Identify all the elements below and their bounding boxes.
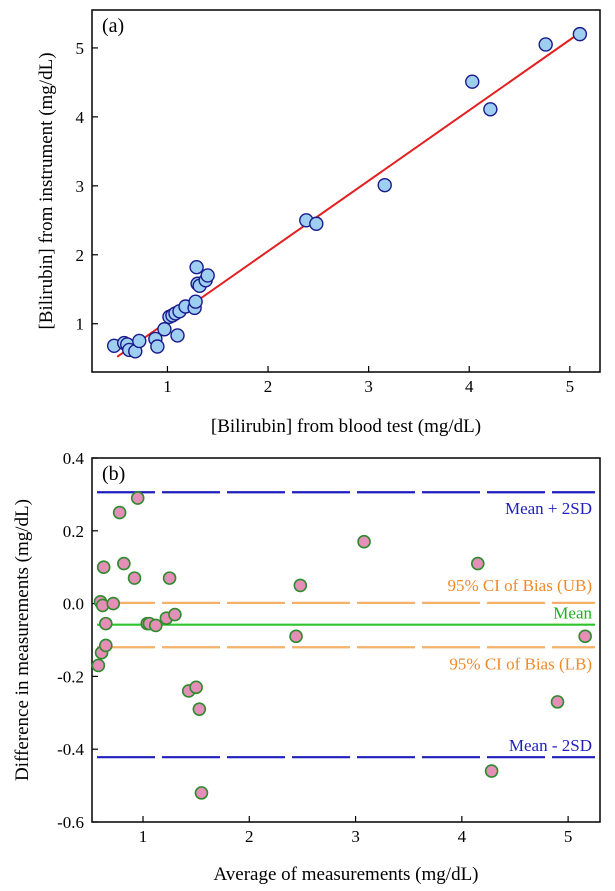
panel-b-data-point xyxy=(127,571,142,585)
panel-b-ticks: 1 2 3 4 5 0.4 0.2 0.0 -0.2 -0.4 -0.6 xyxy=(57,449,572,846)
panel-a-frame xyxy=(91,9,601,373)
panel-a-data-point xyxy=(189,259,204,275)
panel-b-data-point xyxy=(192,702,207,716)
panel-b-data-point xyxy=(106,596,121,611)
panel-b-data-point xyxy=(99,616,113,631)
panel-a-x-tick-label: 3 xyxy=(364,377,373,396)
panel-b-data-point xyxy=(289,629,303,644)
panel-b-data-point xyxy=(162,571,177,585)
panel-b-y-tick-label: 0.0 xyxy=(63,595,84,614)
panel-b-points xyxy=(91,491,592,800)
panel-b-x-tick-label: 5 xyxy=(564,827,573,846)
panel-b-reference-lines xyxy=(97,491,595,759)
panel-b-annotation: Mean - 2SD xyxy=(509,736,592,755)
panel-a-x-tick-label: 1 xyxy=(163,377,172,396)
panel-b-annotation: Mean xyxy=(553,604,592,623)
panel-b-data-point xyxy=(130,491,145,505)
panel-b-data-point xyxy=(148,618,163,633)
panel-b-data-point xyxy=(550,695,565,709)
panel-b-y-tick-label: -0.6 xyxy=(57,813,84,832)
panel-a-data-point xyxy=(157,322,172,337)
panel-a-y-tick-label: 3 xyxy=(76,177,85,196)
panel-a-data-point xyxy=(465,74,480,89)
panel-a-y-tick-label: 5 xyxy=(76,39,85,58)
panel-b-x-tick-label: 4 xyxy=(458,827,467,846)
panel-b-data-point xyxy=(578,629,592,644)
panel-a-data-point xyxy=(309,216,324,231)
panel-b-data-point xyxy=(168,607,182,622)
panel-a-data-point xyxy=(483,102,498,117)
panel-b-frame xyxy=(91,457,601,823)
panel-a-x-tick-label: 4 xyxy=(465,377,474,396)
panel-a-data-point xyxy=(572,26,588,42)
panel-a-y-axis-label: [Bilirubin] from instrument (mg/dL) xyxy=(36,52,57,329)
panel-b-annotations: Mean + 2SD 95% CI of Bias (UB) Mean 95% CI … xyxy=(448,499,593,755)
panel-b-annotation: 95% CI of Bias (UB) xyxy=(448,576,592,595)
panel-a-data-point xyxy=(200,268,215,283)
panel-a-data-point xyxy=(132,333,147,349)
panel-b-x-tick-label: 1 xyxy=(139,827,148,846)
panel-b-data-point xyxy=(194,786,209,800)
panel-b-x-tick-label: 3 xyxy=(351,827,360,846)
panel-a-scatter-plot: (a) [Bilirubin] from blood test (mg/dL) … xyxy=(36,9,601,437)
panel-a-y-tick-label: 4 xyxy=(76,108,85,127)
panel-b-data-point xyxy=(357,534,371,549)
panel-b-data-point xyxy=(96,560,111,575)
panel-b-y-tick-label: -0.2 xyxy=(57,667,84,686)
panel-b-y-axis-label: Difference in measurements (mg/dL) xyxy=(12,499,33,781)
panel-b-annotation: Mean + 2SD xyxy=(505,499,592,518)
panel-a-data-point xyxy=(170,328,185,343)
panel-a-data-point xyxy=(150,339,165,354)
panel-a-y-tick-label: 2 xyxy=(76,246,85,265)
panel-b-label: (b) xyxy=(102,463,125,485)
panel-b-data-point xyxy=(117,556,131,571)
panel-b-data-point xyxy=(99,638,113,653)
panel-b-y-tick-label: 0.4 xyxy=(63,449,85,468)
panel-a-data-point xyxy=(377,177,392,193)
panel-b-data-point xyxy=(293,578,308,593)
panel-b-x-tick-label: 2 xyxy=(245,827,254,846)
panel-a-points xyxy=(106,26,588,359)
panel-b-annotation: 95% CI of Bias (LB) xyxy=(449,654,592,673)
panel-b-y-tick-label: -0.4 xyxy=(57,740,84,759)
panel-a-y-tick-label: 1 xyxy=(76,315,85,334)
panel-b-data-point xyxy=(91,658,106,673)
panel-b-data-point xyxy=(189,680,203,695)
panel-a-ticks: 1 2 3 4 5 1 2 3 4 5 xyxy=(76,39,575,396)
panel-b-x-axis-label: Average of measurements (mg/dL) xyxy=(213,864,478,885)
panel-a-data-point xyxy=(538,37,553,52)
panel-b-data-point xyxy=(112,505,127,520)
panel-a-x-tick-label: 2 xyxy=(264,377,273,396)
panel-b-data-point xyxy=(484,764,499,778)
panel-a-label: (a) xyxy=(102,15,124,37)
panel-a-x-axis-label: [Bilirubin] from blood test (mg/dL) xyxy=(211,416,481,437)
panel-a-x-tick-label: 5 xyxy=(566,377,575,396)
panel-b-bland-altman-plot: (b) Average of measurements (mg/dL) Diff… xyxy=(12,449,601,885)
panel-b-y-tick-label: 0.2 xyxy=(63,522,84,541)
panel-a-data-point xyxy=(188,294,203,309)
panel-b-data-point xyxy=(470,556,485,571)
